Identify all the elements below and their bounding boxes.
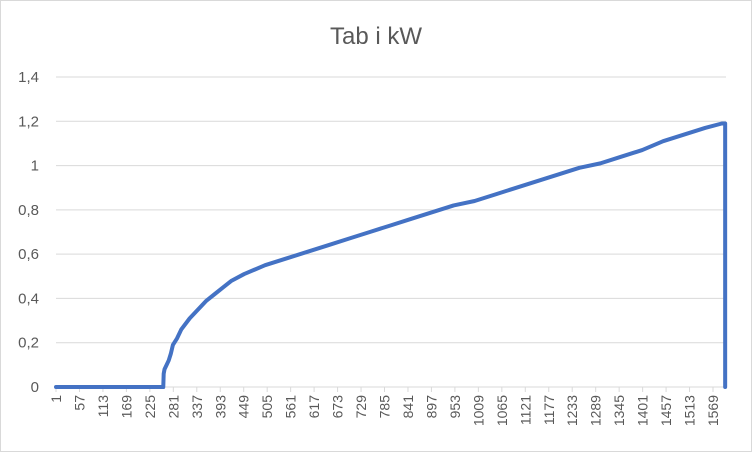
x-tick-label: 785 [377,395,393,419]
y-tick-label: 1,4 [18,69,39,86]
series-line [54,121,728,389]
y-tick-label: 1 [31,158,39,175]
x-tick-label: 1513 [682,395,698,426]
y-tick-label: 0,2 [18,335,39,352]
chart-title: Tab i kW [330,23,422,50]
x-tick-label: 337 [189,395,205,419]
x-tick-label: 617 [306,395,322,419]
x-tick-label: 1177 [541,395,557,425]
x-tick-label: 281 [165,395,181,419]
x-tick-label: 1233 [564,395,580,426]
y-axis-ticks: 0 0,2 0,4 0,6 0,8 1 1,2 1,4 [18,69,39,396]
x-tick-label: 113 [95,395,111,418]
x-tick-label: 57 [71,395,87,411]
x-tick-label: 505 [259,395,275,419]
x-tick-label: 1009 [470,395,486,426]
x-tick-label: 841 [400,395,416,419]
series-layer [54,121,728,389]
x-tick-label: 169 [118,395,134,419]
x-tick-label: 1289 [588,395,604,426]
x-tick-label: 897 [423,395,439,419]
x-tick-label: 1121 [517,395,533,425]
x-tick-label: 1401 [635,395,651,426]
x-axis-ticks: 1 57 113 169 225 281 337 393 449 505 561 617 673 729 7… [48,387,721,426]
y-tick-label: 0,4 [18,290,39,307]
gridlines [56,76,726,388]
y-tick-label: 0,6 [18,246,39,263]
y-tick-label: 0,8 [18,202,39,219]
y-tick-label: 0 [31,379,39,396]
x-tick-label: 1 [48,395,64,403]
x-tick-label: 449 [236,395,252,419]
x-tick-label: 953 [447,395,463,419]
x-tick-label: 561 [283,395,299,419]
x-tick-label: 1345 [611,395,627,426]
x-tick-label: 225 [142,395,158,419]
x-tick-label: 1569 [705,395,721,426]
x-tick-label: 1065 [494,395,510,426]
x-tick-label: 393 [212,395,228,419]
y-tick-label: 1,2 [18,113,39,130]
x-tick-label: 1457 [658,395,674,426]
x-tick-label: 729 [353,395,369,419]
x-tick-label: 673 [330,395,346,419]
